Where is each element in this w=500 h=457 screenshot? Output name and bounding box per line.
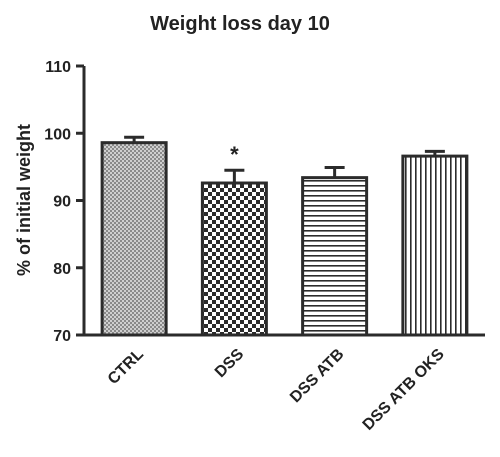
bar-ctrl <box>102 143 166 335</box>
x-tick-label: CTRL <box>105 346 147 388</box>
y-axis-ticks: 70 80 90 100 110 <box>44 59 84 345</box>
error-bar <box>325 168 345 178</box>
x-tick-label: DSS <box>212 346 248 382</box>
bar-dss-atb-oks <box>403 156 467 335</box>
bar-dss-atb <box>303 178 367 335</box>
error-bar <box>224 170 244 183</box>
x-tick-label: DSS ATB OKS <box>360 346 448 434</box>
annotations: * <box>230 142 239 167</box>
x-tick-label: DSS ATB <box>287 346 347 406</box>
error-bars <box>124 137 445 183</box>
bars <box>102 143 467 335</box>
y-tick-label: 70 <box>53 328 71 345</box>
y-tick-label: 110 <box>45 59 71 76</box>
bar-dss <box>202 183 266 335</box>
y-tick-label: 100 <box>44 126 71 143</box>
y-tick-label: 90 <box>53 194 71 211</box>
y-axis-label: % of initial weight <box>14 124 34 276</box>
y-tick-label: 80 <box>53 261 71 278</box>
significance-marker: * <box>230 142 239 167</box>
chart-title: Weight loss day 10 <box>150 13 330 35</box>
x-axis-labels: CTRL DSS DSS ATB DSS ATB OKS <box>105 346 448 434</box>
